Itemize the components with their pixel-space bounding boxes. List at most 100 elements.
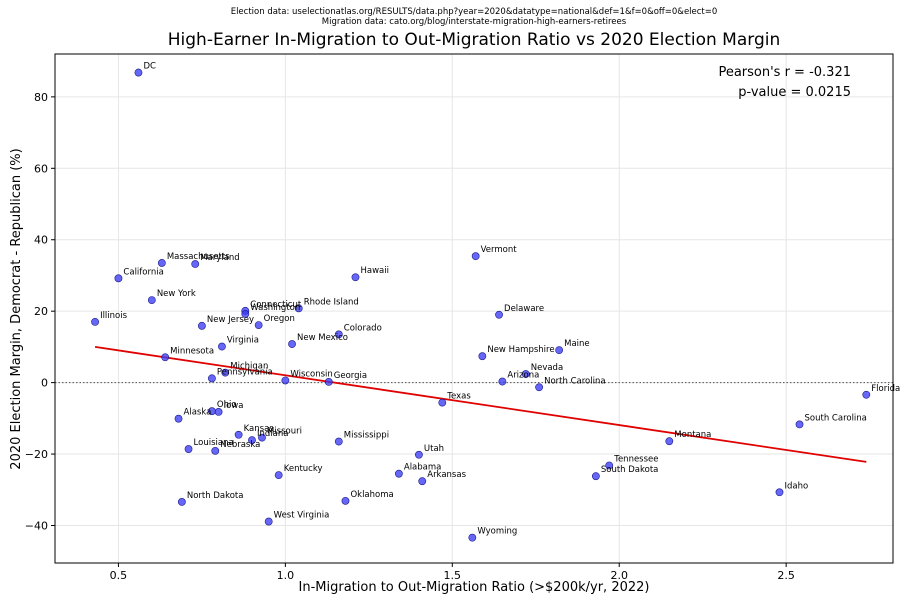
data-point-label: Arizona (507, 371, 539, 381)
data-points (91, 68, 871, 542)
data-point (258, 433, 266, 442)
data-point-label: Maryland (200, 253, 239, 263)
data-point-label: California (123, 267, 163, 277)
data-point-label: North Dakota (187, 491, 244, 501)
data-point-label: Louisiana (194, 438, 234, 448)
y-tick-label: 20 (34, 305, 48, 318)
source-line-migration: Migration data: cato.org/blog/interstate… (322, 17, 627, 27)
data-point-label: West Virginia (274, 511, 330, 521)
pearson-r-text: Pearson's r = -0.321 (718, 65, 851, 80)
data-point (605, 461, 614, 470)
chart-title: High-Earner In-Migration to Out-Migratio… (168, 30, 780, 50)
data-point-label: Florida (871, 384, 900, 394)
data-point-label: Arkansas (427, 470, 466, 480)
data-point (274, 471, 283, 480)
data-point-label: Missouri (267, 427, 302, 437)
data-point (394, 469, 403, 478)
data-point (862, 390, 871, 399)
data-point-label: Connecticut (250, 300, 302, 310)
data-point (157, 259, 166, 267)
data-point-label: Oregon (264, 314, 295, 324)
data-point (468, 533, 477, 542)
data-point-label: Texas (446, 392, 471, 402)
data-point (288, 340, 296, 348)
data-point-label: New Hampshire (487, 345, 554, 355)
data-point (341, 496, 350, 505)
data-point (214, 408, 223, 416)
x-axis-label: In-Migration to Out-Migration Ratio (>$2… (299, 580, 650, 595)
y-tick-label: −20 (25, 448, 48, 461)
data-point-label: New Mexico (297, 333, 348, 343)
data-point-label: Delaware (504, 304, 544, 314)
data-point (177, 498, 186, 506)
data-point-label: Nevada (531, 363, 563, 373)
data-point-label: Colorado (344, 323, 382, 333)
data-point (211, 446, 220, 455)
data-point-label: Minnesota (170, 346, 214, 356)
data-point-label: Montana (674, 430, 711, 440)
data-point-label: Nebraska (220, 440, 260, 450)
data-point (248, 436, 256, 445)
data-point-label: DC (143, 62, 156, 72)
data-point-label: Illinois (100, 311, 128, 321)
data-point (535, 383, 544, 392)
data-point-label: Alabama (404, 463, 441, 473)
data-point (281, 376, 290, 385)
data-point (495, 310, 503, 319)
data-point-label: Pennsylvania (217, 367, 273, 377)
data-point (521, 370, 530, 378)
y-tick-label: −40 (25, 519, 48, 532)
data-point (254, 321, 263, 330)
data-point-label: Vermont (481, 245, 518, 255)
y-tick-label: 40 (34, 234, 48, 247)
data-point-label: Maine (564, 339, 590, 349)
data-point (221, 368, 230, 377)
data-point-label: Tennessee (613, 454, 658, 464)
plot-frame (54, 53, 894, 564)
data-point (294, 304, 303, 313)
data-point-label: Rhode Island (304, 297, 359, 307)
data-point-label: Massachusetts (167, 252, 230, 262)
x-tick-label: 2.5 (777, 569, 795, 582)
data-point (234, 430, 243, 439)
data-point (191, 260, 200, 268)
data-point-label: Indiana (257, 429, 288, 439)
data-point (418, 477, 427, 486)
p-value-text: p-value = 0.0215 (738, 85, 851, 100)
data-point-label: Virginia (227, 336, 259, 346)
data-point-label: Ohio (217, 400, 237, 410)
data-point-label: Wyoming (477, 527, 517, 537)
data-point (91, 317, 99, 326)
regression-line (94, 346, 867, 463)
y-axis-label: 2020 Election Margin, Democrat - Republi… (9, 148, 24, 469)
data-point-label: Mississippi (344, 431, 389, 441)
data-point-label: Iowa (224, 401, 244, 411)
data-point (591, 472, 600, 481)
x-tick-label: 1.5 (444, 569, 462, 582)
data-point-label: Washington (250, 303, 300, 313)
data-point-label: North Carolina (544, 376, 605, 386)
x-tick-label: 0.5 (110, 569, 128, 582)
data-point-label: Idaho (784, 481, 808, 491)
trend-line (94, 346, 867, 463)
data-point (478, 352, 487, 361)
data-point-label: Utah (424, 444, 444, 454)
data-point-label: Wisconsin (290, 369, 332, 379)
data-point-label: Oklahoma (350, 490, 393, 500)
data-point-label: New York (157, 289, 196, 299)
data-point-label: Kansas (244, 424, 275, 434)
data-point (555, 346, 564, 355)
data-point (351, 273, 360, 282)
data-point (415, 450, 423, 459)
data-point (198, 321, 206, 330)
data-point-label: Hawaii (360, 266, 388, 276)
data-point (218, 342, 226, 351)
data-point (471, 252, 480, 261)
data-point-label: Alaska (184, 408, 212, 418)
data-point (498, 377, 507, 386)
x-tick-label: 1.0 (277, 569, 295, 582)
data-point-label: South Carolina (805, 413, 867, 423)
data-point (324, 378, 333, 386)
data-point (665, 437, 674, 446)
